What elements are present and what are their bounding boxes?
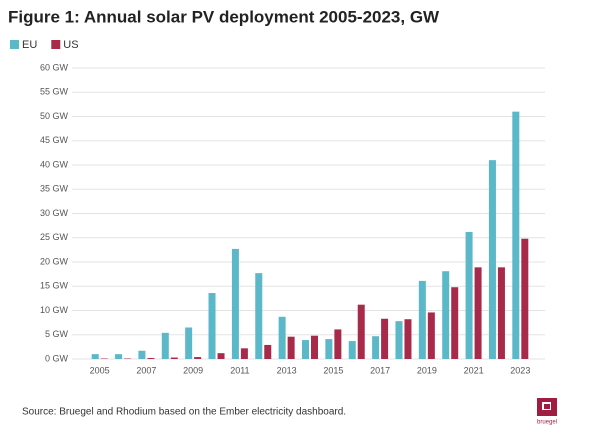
- bar: [194, 357, 202, 359]
- bar: [138, 350, 146, 359]
- bar: [255, 273, 263, 359]
- bar: [497, 267, 505, 359]
- y-tick-label: 55 GW: [40, 87, 69, 97]
- chart-title: Figure 1: Annual solar PV deployment 200…: [8, 7, 440, 26]
- y-tick-label: 0 GW: [45, 353, 69, 363]
- legend-swatch: [51, 40, 61, 49]
- logo-mark: [544, 404, 550, 409]
- y-tick-label: 35 GW: [40, 184, 69, 194]
- y-tick-label: 45 GW: [40, 135, 69, 145]
- bar: [395, 321, 403, 359]
- x-tick-label: 2019: [417, 365, 437, 375]
- x-tick-label: 2009: [183, 365, 203, 375]
- bar: [264, 344, 272, 359]
- bar: [217, 353, 225, 359]
- y-tick-label: 15 GW: [40, 281, 69, 291]
- y-tick-label: 40 GW: [40, 159, 69, 169]
- x-tick-label: 2015: [323, 365, 343, 375]
- logo: bruegel: [537, 398, 557, 426]
- y-tick-label: 30 GW: [40, 208, 69, 218]
- bar: [302, 340, 309, 359]
- y-tick-label: 25 GW: [40, 232, 69, 242]
- bar: [474, 267, 482, 359]
- bar: [372, 336, 380, 359]
- bar: [231, 248, 239, 359]
- bar: [91, 354, 99, 359]
- bar: [278, 316, 286, 359]
- bar: [451, 287, 459, 359]
- bar: [325, 339, 333, 359]
- legend-label: EU: [22, 39, 37, 51]
- bar: [208, 293, 216, 359]
- bar: [311, 335, 318, 359]
- logo-text: bruegel: [537, 420, 557, 426]
- legend-swatch: [10, 40, 19, 49]
- bar: [381, 318, 389, 359]
- bar: [357, 304, 365, 359]
- y-tick-label: 5 GW: [45, 329, 69, 339]
- bar: [170, 357, 178, 359]
- bar: [348, 341, 356, 359]
- source-note: Source: Bruegel and Rhodium based on the…: [22, 407, 346, 418]
- x-tick-label: 2011: [230, 365, 249, 375]
- bar: [488, 160, 496, 359]
- y-tick-label: 10 GW: [40, 305, 69, 315]
- x-tick-label: 2013: [277, 365, 297, 375]
- bar: [465, 231, 473, 359]
- y-tick-label: 20 GW: [40, 256, 69, 266]
- bar: [185, 327, 193, 359]
- bar: [161, 332, 169, 359]
- y-tick-label: 60 GW: [40, 62, 69, 72]
- bar: [404, 319, 412, 359]
- bar: [115, 354, 123, 359]
- x-tick-label: 2023: [510, 365, 530, 375]
- x-tick-label: 2005: [90, 365, 110, 375]
- bar: [287, 336, 295, 359]
- bar: [512, 111, 520, 360]
- bar: [334, 329, 342, 359]
- y-tick-label: 50 GW: [40, 111, 69, 121]
- x-tick-label: 2017: [370, 365, 390, 375]
- bar: [521, 238, 529, 359]
- legend-label: US: [63, 39, 78, 51]
- x-tick-label: 2007: [136, 365, 156, 375]
- bar: [427, 312, 435, 359]
- bar: [147, 358, 155, 359]
- bar: [418, 280, 426, 359]
- bar: [442, 271, 450, 359]
- x-tick-label: 2021: [464, 365, 484, 375]
- bar: [240, 348, 248, 359]
